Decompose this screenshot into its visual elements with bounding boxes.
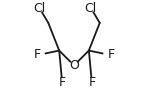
- Text: Cl: Cl: [33, 2, 46, 14]
- Text: F: F: [88, 76, 95, 89]
- Text: O: O: [69, 59, 79, 72]
- Circle shape: [37, 51, 44, 58]
- Text: F: F: [108, 48, 115, 61]
- Circle shape: [36, 4, 43, 12]
- Circle shape: [88, 78, 96, 86]
- Text: Cl: Cl: [85, 2, 97, 14]
- Circle shape: [70, 62, 78, 69]
- Circle shape: [104, 51, 111, 58]
- Circle shape: [87, 4, 95, 12]
- Text: F: F: [33, 48, 40, 61]
- Circle shape: [58, 78, 66, 86]
- Text: F: F: [59, 76, 66, 89]
